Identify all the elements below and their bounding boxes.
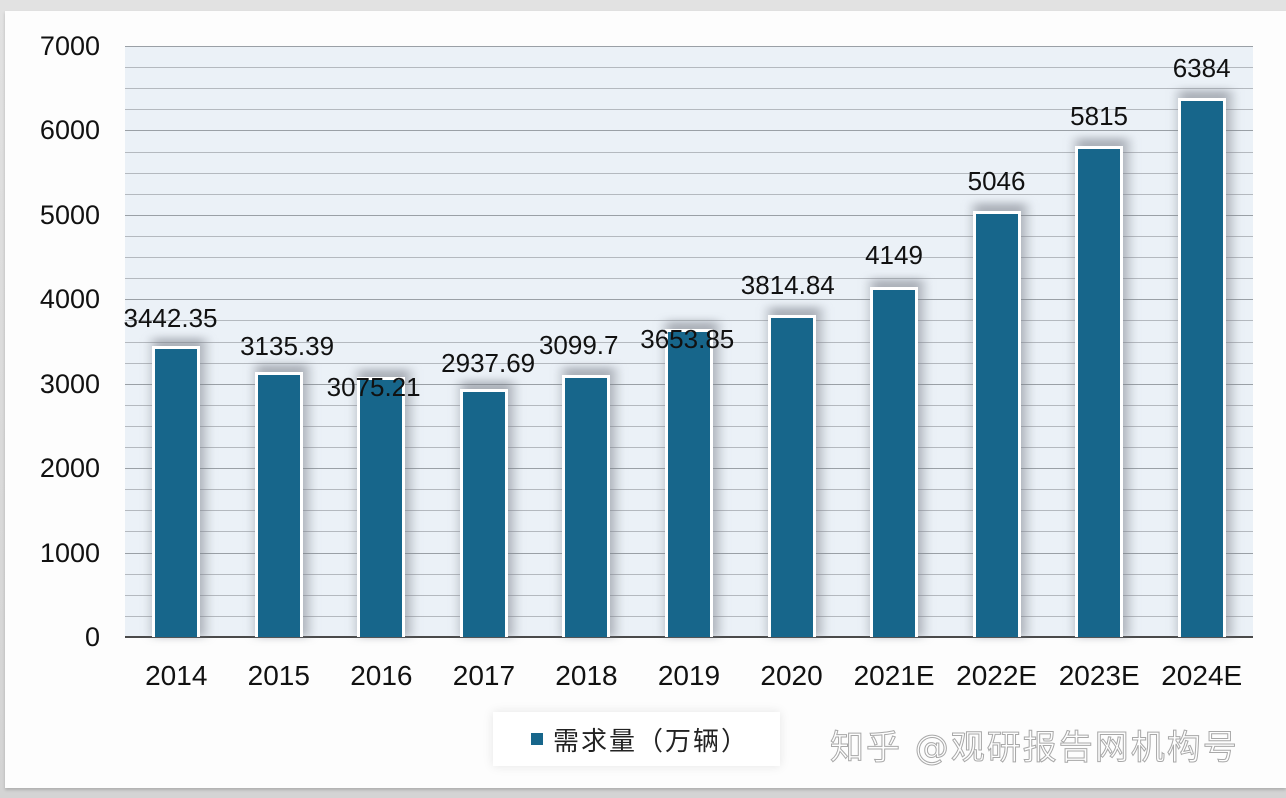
data-label: 3135.39 [240,331,335,362]
bar-2019 [659,320,725,637]
x-tick-label: 2023E [1058,660,1140,691]
y-tick-label: 4000 [39,284,100,315]
bar-2022e [966,202,1033,637]
bar-2021e [864,278,931,637]
x-tick-label: 2016 [350,660,413,691]
major-gridline [125,46,1253,47]
x-tick-label: 2017 [452,660,516,691]
bar-2017 [453,380,520,637]
x-tick-label: 2024E [1161,660,1243,691]
bar-2018 [556,367,623,637]
bar-rect [767,314,816,637]
x-tick-label: 2020 [760,660,823,691]
bar-2024e [1171,90,1238,637]
data-label: 5046 [967,165,1026,196]
bar-2015 [248,364,315,637]
bar-2014 [146,338,213,637]
minor-gridline [125,257,1253,259]
watermark: 知乎 @观研报告网机构号 [830,728,1239,769]
y-tick-label: 6000 [39,115,100,146]
bar-rect [459,388,508,637]
bar-rect [870,286,919,637]
minor-gridline [125,88,1253,90]
x-tick-label: 2022E [956,660,1038,691]
bar-rect [665,328,713,637]
y-tick-label: 7000 [39,31,100,61]
x-tick-label: 2018 [555,660,618,691]
data-label: 3442.35 [123,303,218,334]
x-tick-label: 2021E [853,660,935,691]
bar-rect [562,375,611,637]
data-label: 3099.7 [538,330,619,361]
bar-2020 [761,306,828,637]
legend: 需求量（万辆） [493,712,780,766]
data-label: 3653.85 [640,323,735,354]
bar-rect [254,372,303,637]
minor-gridline [125,109,1253,111]
bar-rect [152,346,201,637]
bar-rect [972,210,1021,637]
data-label: 3075.21 [326,372,421,403]
minor-gridline [125,278,1253,280]
y-tick-label: 1000 [39,537,100,568]
x-tick-label: 2014 [145,660,208,691]
y-tick-label: 3000 [39,368,100,399]
major-gridline [125,214,1253,216]
legend-swatch-icon [531,733,543,745]
data-label: 6384 [1172,53,1231,83]
data-label: 5815 [1070,101,1129,132]
minor-gridline [125,67,1253,69]
legend-label: 需求量（万辆） [553,726,750,757]
y-tick-label: 0 [84,622,100,652]
minor-gridline [125,172,1253,174]
y-tick-label: 2000 [39,453,100,484]
bar-2016 [351,369,418,637]
major-gridline [125,130,1253,132]
x-tick-label: 2019 [657,660,721,691]
x-axis-line [125,636,1253,638]
x-tick-label: 2015 [247,660,310,691]
bar-rect [1075,146,1124,637]
data-label: 2937.69 [441,347,536,378]
bar-2023e [1069,138,1136,637]
data-label: 3814.84 [740,269,835,300]
minor-gridline [125,235,1253,237]
bar-rect [357,377,406,637]
bar-rect [1177,98,1226,637]
minor-gridline [125,151,1253,153]
minor-gridline [125,193,1253,195]
y-tick-label: 5000 [39,199,100,230]
major-gridline [125,299,1253,301]
data-label: 4149 [865,239,923,270]
